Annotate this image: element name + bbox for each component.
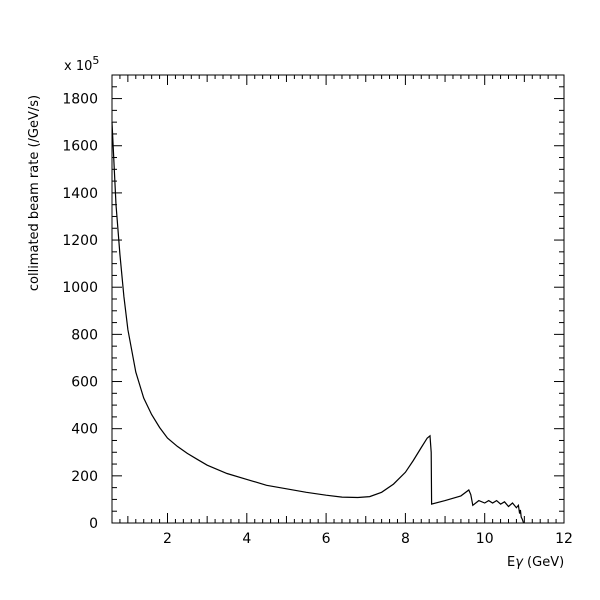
y-tick-label: 0	[89, 516, 98, 532]
x-tick-label: 2	[163, 531, 172, 547]
y-tick-label: 600	[71, 375, 98, 391]
y-axis-tick-labels: 0 200 400 600 800 1000 1200 1400 1600 1800	[62, 92, 98, 532]
plot-frame	[111, 74, 565, 524]
y-multiplier: x 105	[64, 54, 99, 74]
series-line	[111, 122, 525, 524]
y-tick-label: 1000	[62, 280, 98, 296]
y-multiplier-base: x 10	[64, 59, 92, 74]
y-tick-label: 1600	[62, 139, 98, 155]
y-tick-label: 1800	[62, 92, 98, 108]
x-tick-label: 4	[242, 531, 251, 547]
x-axis-title-suffix: (GeV)	[523, 555, 564, 570]
x-axis-ticks	[111, 75, 565, 523]
y-tick-label: 800	[71, 327, 98, 343]
x-axis-title-symbol: γ	[515, 555, 524, 570]
y-tick-label: 400	[71, 422, 98, 438]
x-tick-label: 12	[555, 531, 573, 547]
x-axis-tick-labels: 2 4 6 8 10 12	[163, 531, 573, 547]
x-axis-title-prefix: E	[507, 555, 515, 570]
y-axis-ticks	[112, 74, 564, 524]
y-tick-label: 1400	[62, 186, 98, 202]
y-axis-title: collimated beam rate (/GeV/s)	[27, 95, 42, 291]
x-axis-title: Eγ (GeV)	[507, 555, 564, 570]
x-tick-label: 10	[476, 531, 494, 547]
y-tick-label: 1200	[62, 233, 98, 249]
y-tick-label: 200	[71, 469, 98, 485]
x-tick-label: 8	[401, 531, 410, 547]
x-tick-label: 6	[322, 531, 331, 547]
y-multiplier-exponent: 5	[92, 54, 99, 67]
